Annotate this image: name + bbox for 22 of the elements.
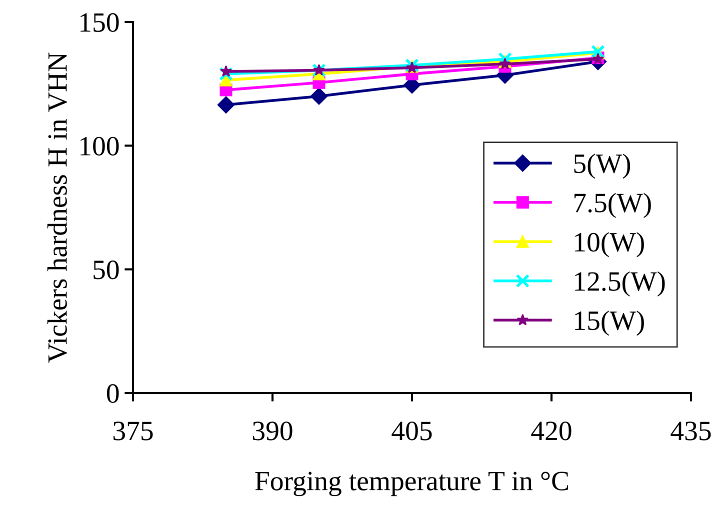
point [220, 65, 232, 77]
point [217, 96, 235, 114]
point [499, 58, 511, 70]
legend-label: 5(W) [574, 154, 630, 179]
point [310, 88, 328, 105]
y-tick-label: 100 [80, 136, 119, 156]
x-tick-label: 375 [113, 422, 153, 440]
point [219, 66, 233, 81]
y-tick-label: 50 [94, 260, 119, 280]
legend-label: 10(W) [575, 232, 644, 258]
y-tick-label: 150 [80, 13, 119, 32]
legend-label: 12.5(W) [575, 271, 665, 297]
y-tick-label: 0 [106, 384, 119, 403]
y-axis-title: Vickers hardness H in VHN [47, 52, 68, 363]
x-tick-label: 390 [252, 422, 292, 440]
x-tick-label: 405 [392, 422, 432, 440]
point [406, 62, 418, 73]
legend-label: 7.5(W) [574, 192, 651, 218]
legend-label: 15(W) [575, 310, 644, 336]
x-tick-label: 420 [531, 422, 572, 440]
x-axis-title: Forging temperature T in °C [255, 472, 568, 496]
x-tick-label: 435 [670, 422, 711, 440]
